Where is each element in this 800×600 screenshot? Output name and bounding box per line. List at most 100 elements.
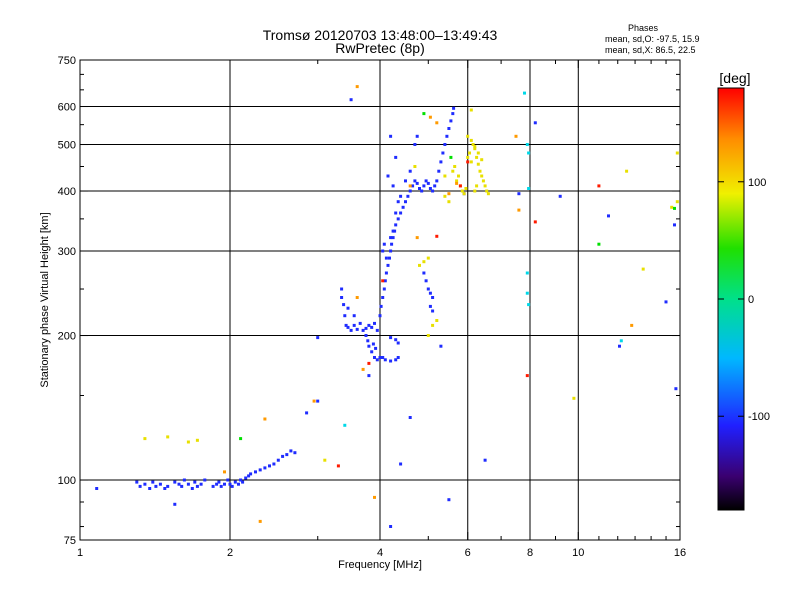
- data-point: [367, 344, 371, 348]
- data-point: [473, 189, 477, 193]
- data-point: [219, 484, 223, 488]
- data-point: [389, 236, 393, 240]
- data-point: [355, 85, 359, 89]
- data-point: [366, 339, 370, 343]
- data-point: [422, 112, 426, 116]
- data-point: [415, 181, 419, 185]
- data-point: [469, 138, 473, 142]
- data-point: [336, 464, 340, 468]
- data-point: [389, 134, 393, 138]
- data-point: [670, 205, 674, 209]
- data-point: [193, 480, 197, 484]
- data-point: [408, 189, 412, 193]
- data-point: [340, 296, 344, 299]
- data-point: [413, 179, 417, 183]
- data-point: [367, 323, 371, 327]
- data-point: [390, 242, 394, 246]
- data-point: [391, 184, 395, 188]
- data-point: [186, 440, 190, 444]
- data-point: [625, 169, 629, 173]
- data-point: [473, 145, 477, 149]
- data-point: [572, 396, 576, 400]
- data-point: [396, 341, 400, 345]
- y-axis-label: Stationary phase Virtual Height [km]: [39, 212, 51, 387]
- data-point: [373, 356, 376, 359]
- data-point: [355, 296, 359, 299]
- data-point: [452, 106, 456, 110]
- data-point: [462, 192, 466, 196]
- y-tick-label: 500: [58, 140, 76, 152]
- data-point: [460, 189, 464, 193]
- data-point: [399, 194, 403, 198]
- data-point: [428, 291, 432, 295]
- data-point: [673, 206, 676, 210]
- data-point: [215, 482, 219, 486]
- x-tick-label: 16: [674, 547, 686, 559]
- data-point: [480, 174, 484, 178]
- data-point: [383, 358, 387, 362]
- data-point: [371, 342, 375, 346]
- data-point: [195, 438, 199, 442]
- data-point: [173, 480, 177, 484]
- data-point: [415, 236, 419, 240]
- y-tick-label: 600: [58, 102, 76, 114]
- data-point: [525, 291, 529, 295]
- data-point: [281, 454, 285, 458]
- data-point: [143, 482, 147, 486]
- data-point: [433, 184, 437, 188]
- data-point: [163, 487, 167, 490]
- data-point: [272, 462, 276, 466]
- data-point: [382, 287, 386, 291]
- data-point: [408, 184, 412, 188]
- colorbar-label: [deg]: [719, 70, 750, 86]
- data-point: [396, 356, 400, 359]
- data-point: [323, 458, 327, 462]
- data-point: [525, 143, 529, 146]
- data-point: [426, 256, 430, 260]
- data-point: [349, 98, 353, 102]
- data-point: [486, 192, 490, 196]
- data-point: [558, 194, 562, 198]
- y-tick-label: 750: [58, 55, 76, 67]
- data-point: [254, 470, 257, 474]
- data-point: [382, 242, 386, 246]
- data-point: [411, 184, 415, 188]
- data-point: [674, 387, 678, 391]
- y-tick-label: 75: [64, 535, 76, 547]
- data-point: [346, 306, 350, 310]
- data-point: [523, 91, 526, 95]
- data-point: [453, 165, 457, 168]
- data-point: [413, 143, 417, 146]
- data-point: [439, 160, 443, 164]
- colorbar-tick-label: 0: [748, 294, 754, 306]
- chart-subtitle: RwPretec (8p): [335, 40, 424, 56]
- data-point: [358, 321, 362, 325]
- data-point: [525, 271, 529, 275]
- data-point: [346, 325, 350, 329]
- data-point: [466, 134, 470, 138]
- data-point: [449, 155, 453, 159]
- data-point: [268, 464, 271, 468]
- data-point: [447, 192, 451, 196]
- data-point: [664, 300, 668, 304]
- data-point: [343, 314, 347, 318]
- data-point: [473, 147, 477, 151]
- data-point: [370, 325, 374, 329]
- data-point: [340, 287, 344, 291]
- data-point: [480, 158, 484, 162]
- data-point: [466, 155, 470, 159]
- data-point: [475, 155, 479, 159]
- data-point: [458, 184, 462, 188]
- data-point: [364, 334, 368, 337]
- data-point: [373, 495, 376, 499]
- data-point: [143, 437, 147, 441]
- data-point: [361, 328, 365, 332]
- data-point: [404, 179, 407, 183]
- data-point: [244, 476, 248, 480]
- data-point: [675, 200, 679, 204]
- data-point: [285, 453, 289, 457]
- data-point: [525, 374, 529, 378]
- data-point: [445, 134, 449, 138]
- data-point: [384, 256, 388, 260]
